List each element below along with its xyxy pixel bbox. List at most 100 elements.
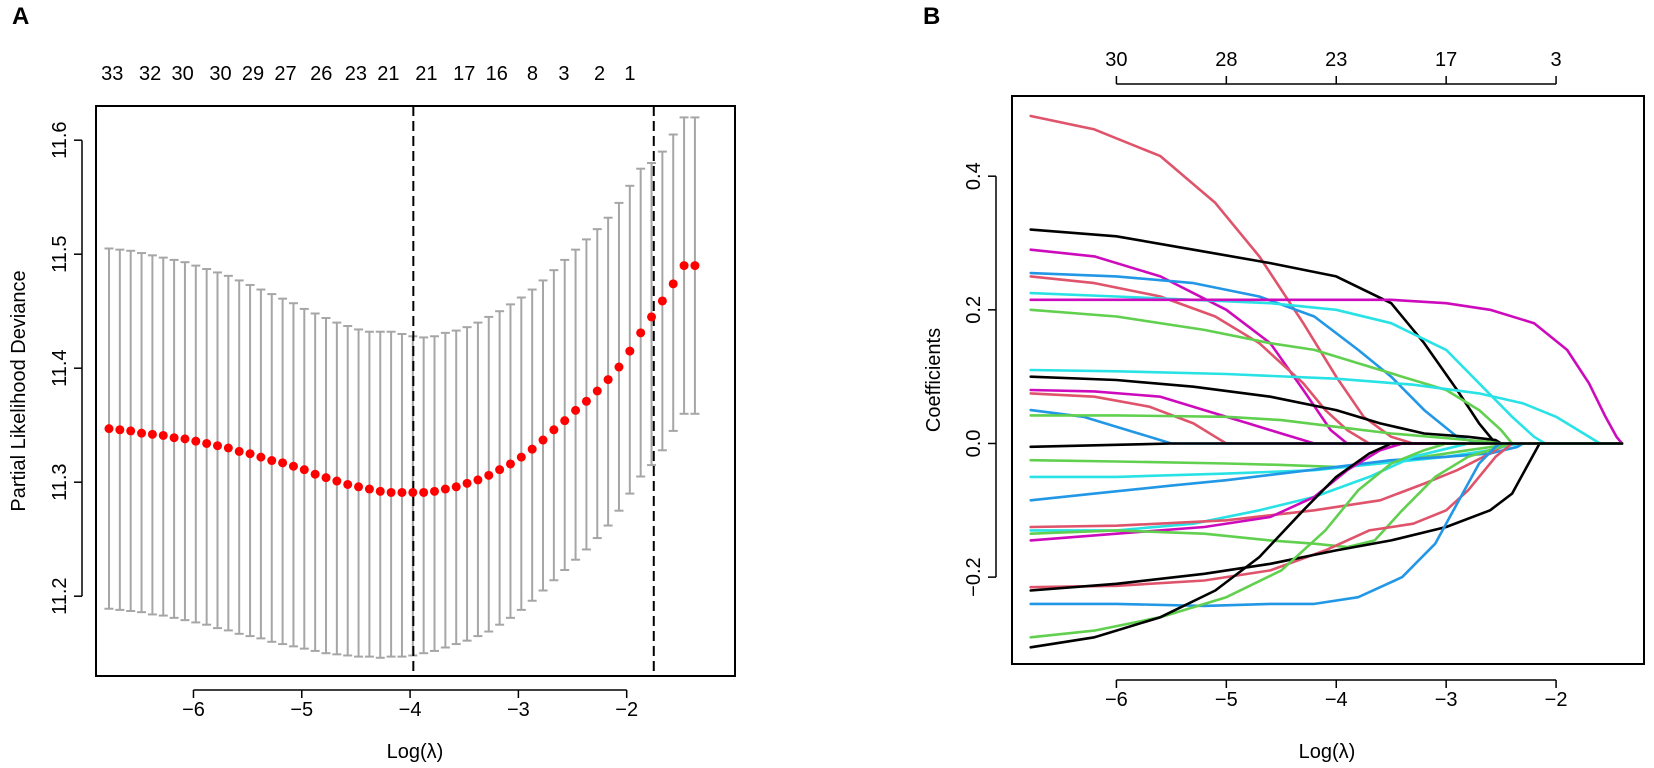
data-point: [397, 487, 407, 497]
coefficient-path: [1029, 368, 1624, 445]
data-point: [592, 386, 602, 396]
top-axis-label: 23: [1325, 49, 1347, 71]
top-axis-label: 28: [1215, 49, 1237, 71]
coefficient-path: [1029, 442, 1624, 502]
data-point: [560, 416, 570, 426]
data-point: [549, 425, 559, 435]
panel-a-error-bars: [104, 116, 700, 659]
top-axis-label: 3: [558, 63, 569, 85]
panel-a-label: A: [12, 3, 29, 30]
top-axis-label: 16: [486, 63, 508, 85]
data-point: [321, 473, 331, 483]
x-tick-label: −4: [399, 699, 422, 721]
data-point: [657, 296, 667, 306]
x-tick-label: −2: [1545, 689, 1568, 711]
panel-a: A −6 −5 −4 −3 −2 11.211.311.411.511.6 33 32 30…: [8, 3, 736, 763]
panel-b: B −6 −5 −4 −3 −2 −0.2 0.0 0.2 0.4 30 28 23 17 3 Log…: [923, 3, 1645, 763]
data-point: [364, 484, 374, 494]
x-tick-label: −3: [1435, 689, 1458, 711]
data-point: [484, 470, 494, 480]
data-point: [679, 261, 689, 271]
data-point: [147, 429, 157, 439]
data-point: [495, 465, 505, 475]
x-tick-label: −3: [507, 699, 530, 721]
data-point: [202, 438, 212, 448]
data-point: [234, 446, 244, 456]
data-point: [299, 465, 309, 475]
top-axis-label: 33: [101, 63, 123, 85]
data-point: [603, 375, 613, 385]
panel-a-x-axis: −6 −5 −4 −3 −2: [182, 689, 638, 721]
data-point: [375, 486, 385, 496]
y-tick-label: 11.6: [49, 121, 71, 158]
coefficient-path: [1029, 442, 1624, 649]
data-point: [505, 459, 515, 469]
top-axis-label: 26: [310, 63, 332, 85]
data-point: [245, 449, 255, 459]
coefficient-path: [1029, 442, 1624, 639]
data-point: [581, 396, 591, 406]
coefficient-path: [1029, 275, 1624, 445]
coefficient-path: [1029, 308, 1624, 445]
coefficient-path: [1029, 442, 1624, 589]
top-axis-label: 21: [377, 63, 399, 85]
data-point: [256, 452, 266, 462]
panel-b-plot-box: [1011, 95, 1645, 665]
coefficient-path: [1029, 442, 1624, 592]
top-axis-label: 3: [1551, 49, 1562, 71]
top-axis-label: 29: [242, 63, 264, 85]
y-tick-label: 11.2: [49, 577, 71, 614]
x-tick-label: −2: [615, 699, 638, 721]
x-tick-label: −6: [1105, 689, 1128, 711]
x-tick-label: −6: [182, 699, 205, 721]
data-point: [386, 487, 396, 497]
data-point: [267, 456, 277, 466]
data-point: [288, 461, 298, 471]
panel-a-y-axis-label: Partial Likelihood Deviance: [8, 270, 30, 511]
data-point: [223, 443, 233, 453]
y-tick-label: 0.2: [963, 296, 985, 324]
data-point: [668, 279, 678, 289]
panel-b-label: B: [923, 3, 940, 30]
coefficient-path: [1029, 442, 1624, 479]
coefficient-path: [1029, 442, 1624, 608]
data-point: [571, 405, 581, 415]
panel-a-points: [104, 261, 700, 497]
data-point: [158, 430, 168, 440]
coefficient-path: [1029, 298, 1624, 445]
y-tick-label: 0.0: [963, 430, 985, 458]
y-tick-label: −0.2: [963, 557, 985, 596]
x-tick-label: −4: [1325, 689, 1348, 711]
panel-a-plot-box: [95, 105, 736, 677]
top-axis-label: 21: [415, 63, 437, 85]
data-point: [451, 482, 461, 492]
data-point: [636, 328, 646, 338]
coefficient-path: [1029, 375, 1624, 445]
top-axis-label: 2: [594, 63, 605, 85]
data-point: [516, 452, 526, 462]
y-tick-label: 11.4: [49, 349, 71, 386]
top-axis-label: 17: [453, 63, 475, 85]
data-point: [137, 428, 147, 438]
data-point: [538, 435, 548, 445]
data-point: [332, 476, 342, 486]
data-point: [527, 444, 537, 454]
data-point: [191, 436, 201, 446]
data-point: [310, 469, 320, 479]
top-axis-label: 23: [345, 63, 367, 85]
panel-b-y-axis-label: Coefficients: [923, 328, 945, 432]
panel-a-x-axis-label: Log(λ): [387, 741, 444, 763]
coefficient-path: [1029, 442, 1624, 532]
coefficient-path: [1029, 414, 1624, 445]
panel-a-y-axis: 11.2 11.3 11.4 11.5 11.6: [49, 121, 83, 615]
y-tick-label: 11.3: [49, 463, 71, 500]
panel-a-top-axis: 33 32 30 30 29 27 26 23 21 21 17 16 8 3 2 1: [101, 63, 635, 85]
y-tick-label: 0.4: [963, 162, 985, 190]
data-point: [408, 487, 418, 497]
data-point: [115, 425, 125, 435]
data-point: [104, 424, 114, 434]
data-point: [462, 478, 472, 488]
data-point: [169, 433, 179, 443]
data-point: [213, 441, 223, 451]
